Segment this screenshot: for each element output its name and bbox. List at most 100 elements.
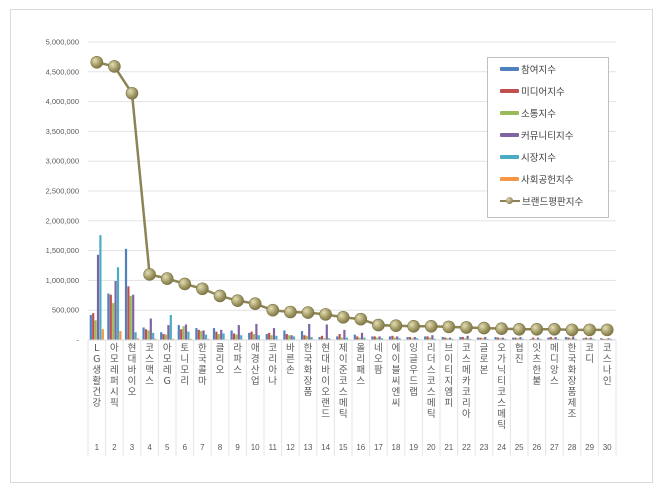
bar xyxy=(391,335,394,340)
x-rank-label: 21 xyxy=(444,443,453,452)
bar xyxy=(240,335,243,340)
x-axis: L G 생 활 건 강 1 아 모 레 퍼 시 픽 2 현 대 바 이 오 3 코 스 맥 스 4 아 모 레 G 5 토 니 모 리 6 한 국 콜 마 7… xyxy=(87,339,617,456)
bar xyxy=(481,338,484,340)
y-tick-label: 2,000,000 xyxy=(46,216,79,225)
line-marker xyxy=(354,312,368,326)
bar xyxy=(149,318,152,340)
legend-swatch-icon xyxy=(500,133,519,137)
bar xyxy=(433,338,436,340)
bar xyxy=(521,338,524,340)
bar xyxy=(406,337,409,340)
bar xyxy=(584,337,588,340)
y-tick-label: 3,000,000 xyxy=(46,157,79,166)
x-rank-label: 3 xyxy=(130,443,135,452)
legend-item-communication: 소통지수 xyxy=(500,106,556,120)
bar xyxy=(459,337,462,340)
line-marker xyxy=(196,282,209,296)
bar xyxy=(373,336,376,340)
bar xyxy=(248,332,251,340)
brand-reputation-line xyxy=(90,55,614,337)
bar xyxy=(270,335,273,340)
bar xyxy=(343,329,346,340)
bar xyxy=(164,334,168,340)
y-tick-label: 2,500,000 xyxy=(46,187,79,196)
bar xyxy=(441,337,444,340)
bar xyxy=(376,337,379,340)
bar xyxy=(499,338,502,340)
bar xyxy=(496,337,500,340)
bar xyxy=(408,337,412,340)
x-rank-label: 17 xyxy=(374,443,383,452)
legend-label: 브랜드평판지수 xyxy=(522,197,584,208)
line-marker xyxy=(477,321,491,335)
bar xyxy=(162,334,165,340)
bar xyxy=(519,337,522,340)
bar xyxy=(572,336,575,340)
line-marker xyxy=(548,322,561,336)
bar xyxy=(358,337,361,340)
bar xyxy=(167,325,170,340)
bar xyxy=(461,337,464,340)
bar xyxy=(237,325,240,340)
bar xyxy=(567,337,570,340)
bar xyxy=(305,335,308,340)
line-marker xyxy=(108,60,121,73)
line-marker xyxy=(424,319,438,333)
line-marker xyxy=(284,305,297,319)
bar xyxy=(547,337,550,340)
bar xyxy=(169,314,172,340)
bar xyxy=(207,338,210,340)
y-axis: - 500,000 1,000,000 1,500,000 2,000,000 2,500… xyxy=(46,38,80,345)
bar xyxy=(182,326,185,340)
y-tick-label: 4,000,000 xyxy=(46,97,79,106)
x-rank-label: 11 xyxy=(269,443,278,452)
y-tick-label: - xyxy=(77,336,80,345)
legend-item-participation: 참여지수 xyxy=(500,62,556,76)
line-marker xyxy=(266,303,280,317)
bar xyxy=(564,337,568,340)
line-marker xyxy=(319,308,332,321)
bar xyxy=(215,331,218,340)
bar xyxy=(257,335,260,340)
bar xyxy=(504,338,507,340)
y-tick-label: 1,000,000 xyxy=(46,276,79,285)
line-marker xyxy=(231,294,244,307)
bar xyxy=(235,334,238,340)
x-rank-label: 20 xyxy=(427,443,436,452)
y-tick-label: 4,500,000 xyxy=(46,67,79,76)
legend-item-market: 시장지수 xyxy=(500,150,556,164)
legend-swatch-icon xyxy=(500,67,519,71)
legend-label: 참여지수 xyxy=(521,65,556,76)
bar xyxy=(484,337,487,340)
bar xyxy=(532,337,535,340)
bar xyxy=(107,293,110,340)
line-marker xyxy=(143,268,156,281)
bar xyxy=(589,337,592,340)
x-rank-label: 16 xyxy=(356,443,365,452)
legend-label: 시장지수 xyxy=(521,153,556,164)
bar xyxy=(288,335,291,340)
bar xyxy=(363,337,366,340)
line-marker xyxy=(90,55,104,69)
bar xyxy=(272,328,276,340)
bar xyxy=(116,267,120,340)
bar xyxy=(132,294,135,340)
x-rank-label: 27 xyxy=(550,443,559,452)
bar xyxy=(94,320,97,340)
bar xyxy=(250,331,253,340)
bar xyxy=(195,328,198,340)
bar xyxy=(582,338,585,340)
bar xyxy=(230,330,233,340)
bar xyxy=(222,333,225,340)
legend-line-marker-icon xyxy=(500,196,520,206)
bar xyxy=(360,332,364,340)
